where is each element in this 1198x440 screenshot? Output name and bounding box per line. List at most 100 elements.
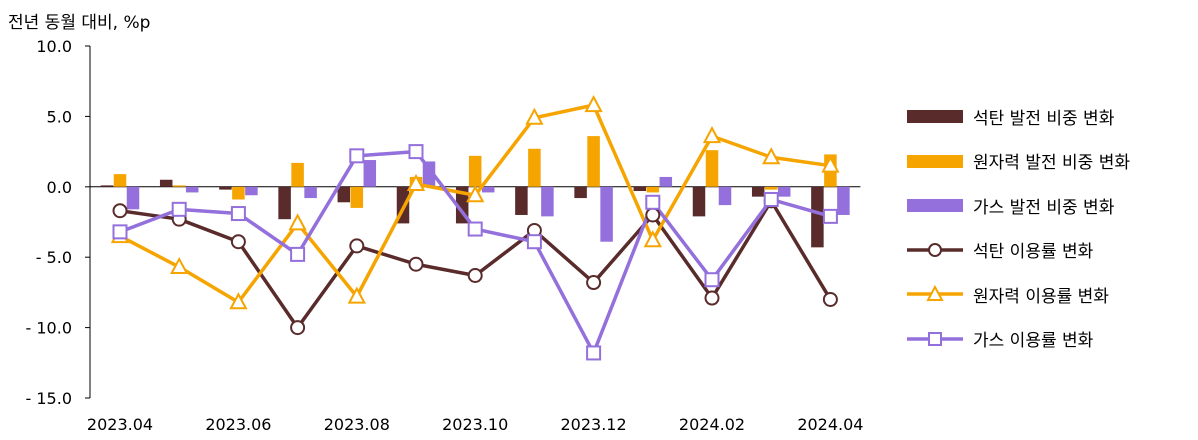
marker-nuclear-util bbox=[525, 107, 544, 125]
bar-nuclear-share bbox=[705, 150, 719, 187]
bar-coal-share bbox=[159, 179, 173, 187]
legend-label-gas-util: 가스 이용률 변화 bbox=[973, 331, 1094, 352]
y-tick-label: - 5.0 bbox=[36, 248, 72, 267]
x-tick-label: 2024.02 bbox=[679, 415, 745, 434]
legend-swatch-nuclear-util bbox=[907, 285, 963, 302]
legend-swatch-gas-util bbox=[907, 331, 963, 346]
y-tick-label: 5.0 bbox=[47, 107, 72, 126]
bar-coal-share bbox=[751, 186, 765, 197]
legend-item-gas-share: 가스 발전 비중 변화 bbox=[905, 183, 1195, 228]
marker-nuclear-util bbox=[821, 155, 840, 173]
bar-gas-share bbox=[659, 176, 673, 187]
bar-gas-share bbox=[245, 186, 258, 196]
marker-coal-util bbox=[645, 207, 661, 223]
x-tick-label: 2023.10 bbox=[442, 415, 508, 434]
chart-legend: 석탄 발전 비중 변화 원자력 발전 비중 변화 가스 발전 비중 변화 석탄 … bbox=[905, 94, 1195, 361]
y-tick-label: - 10.0 bbox=[26, 319, 72, 338]
legend-label-nuclear-util: 원자력 이용률 변화 bbox=[973, 286, 1109, 307]
bar-gas-share bbox=[777, 186, 791, 197]
marker-gas-util bbox=[467, 221, 483, 237]
bar-nuclear-share bbox=[350, 186, 364, 208]
marker-gas-util bbox=[112, 224, 128, 240]
legend-swatch-nuclear-share bbox=[907, 154, 963, 168]
legend-swatch-gas-share bbox=[907, 199, 963, 213]
bar-gas-share bbox=[718, 186, 732, 206]
marker-gas-util bbox=[290, 246, 306, 262]
y-tick-label: - 15.0 bbox=[26, 389, 72, 408]
bar-nuclear-share bbox=[646, 186, 660, 193]
bar-coal-share bbox=[574, 186, 587, 199]
legend-item-coal-share: 석탄 발전 비중 변화 bbox=[905, 94, 1195, 139]
y-tick-label: 10.0 bbox=[36, 37, 72, 56]
marker-nuclear-util bbox=[466, 185, 485, 203]
bar-gas-share bbox=[481, 186, 495, 193]
bar-gas-share bbox=[600, 186, 613, 242]
marker-coal-util bbox=[467, 268, 483, 284]
bar-nuclear-share bbox=[528, 148, 541, 187]
marker-coal-util bbox=[408, 256, 424, 272]
bar-nuclear-share bbox=[587, 136, 600, 187]
marker-coal-util bbox=[704, 290, 720, 306]
bar-coal-share bbox=[337, 186, 351, 203]
bar-nuclear-share bbox=[764, 186, 778, 190]
marker-gas-util bbox=[230, 206, 246, 222]
legend-label-coal-share: 석탄 발전 비중 변화 bbox=[973, 108, 1115, 129]
x-tick-label: 2023.06 bbox=[205, 415, 271, 434]
marker-nuclear-util bbox=[288, 213, 307, 231]
bar-gas-share bbox=[363, 160, 377, 187]
bar-gas-share bbox=[837, 186, 850, 215]
marker-nuclear-util bbox=[406, 173, 426, 191]
marker-coal-util bbox=[112, 203, 128, 219]
bar-gas-share bbox=[185, 186, 199, 193]
marker-gas-util bbox=[704, 272, 720, 288]
marker-gas-util bbox=[408, 144, 424, 160]
bar-nuclear-share bbox=[113, 174, 127, 187]
legend-item-gas-util: 가스 이용률 변화 bbox=[905, 317, 1195, 362]
marker-coal-util bbox=[349, 238, 365, 254]
x-tick-label: 2023.12 bbox=[561, 415, 627, 434]
legend-swatch-coal-share bbox=[907, 110, 963, 124]
bar-nuclear-share bbox=[468, 155, 482, 187]
bar-gas-share bbox=[422, 161, 436, 187]
marker-gas-util bbox=[349, 148, 365, 164]
legend-item-coal-util: 석탄 이용률 변화 bbox=[905, 228, 1195, 273]
bar-coal-share bbox=[100, 185, 114, 187]
x-tick-label: 2023.04 bbox=[87, 415, 153, 434]
marker-nuclear-util bbox=[229, 292, 248, 310]
marker-gas-util bbox=[171, 201, 187, 217]
marker-nuclear-util bbox=[584, 95, 603, 113]
bar-nuclear-share bbox=[232, 186, 245, 200]
bar-coal-share bbox=[278, 186, 291, 220]
y-axis-unit-label: 전년 동월 대비, %p bbox=[8, 13, 151, 33]
marker-nuclear-util bbox=[347, 286, 366, 304]
marker-nuclear-util bbox=[643, 230, 662, 248]
legend-label-nuclear-share: 원자력 발전 비중 변화 bbox=[973, 153, 1130, 174]
legend-swatch-coal-util bbox=[907, 242, 963, 257]
bar-coal-share bbox=[219, 186, 232, 190]
x-tick-label: 2023.08 bbox=[324, 415, 390, 434]
bar-coal-share bbox=[692, 186, 706, 217]
bar-gas-share bbox=[541, 186, 554, 217]
x-tick-label: 2024.04 bbox=[797, 415, 863, 434]
y-tick-label: 0.0 bbox=[47, 178, 72, 197]
marker-coal-util bbox=[822, 291, 838, 307]
bar-gas-share bbox=[304, 186, 317, 199]
bar-coal-share bbox=[811, 186, 824, 248]
marker-gas-util bbox=[763, 191, 779, 207]
marker-gas-util bbox=[645, 194, 661, 210]
marker-nuclear-util bbox=[702, 125, 722, 144]
marker-nuclear-util bbox=[170, 256, 189, 275]
marker-coal-util bbox=[290, 320, 306, 336]
bar-coal-share bbox=[633, 186, 647, 192]
legend-label-gas-share: 가스 발전 비중 변화 bbox=[973, 197, 1115, 218]
legend-item-nuclear-util: 원자력 이용률 변화 bbox=[905, 272, 1195, 317]
bar-coal-share bbox=[515, 186, 528, 215]
bar-nuclear-share bbox=[291, 162, 304, 187]
legend-label-coal-util: 석탄 이용률 변화 bbox=[973, 242, 1094, 263]
marker-nuclear-util bbox=[762, 147, 781, 165]
marker-gas-util bbox=[526, 234, 542, 250]
bar-gas-share bbox=[126, 186, 140, 210]
marker-coal-util bbox=[230, 234, 246, 250]
marker-gas-util bbox=[586, 345, 602, 361]
